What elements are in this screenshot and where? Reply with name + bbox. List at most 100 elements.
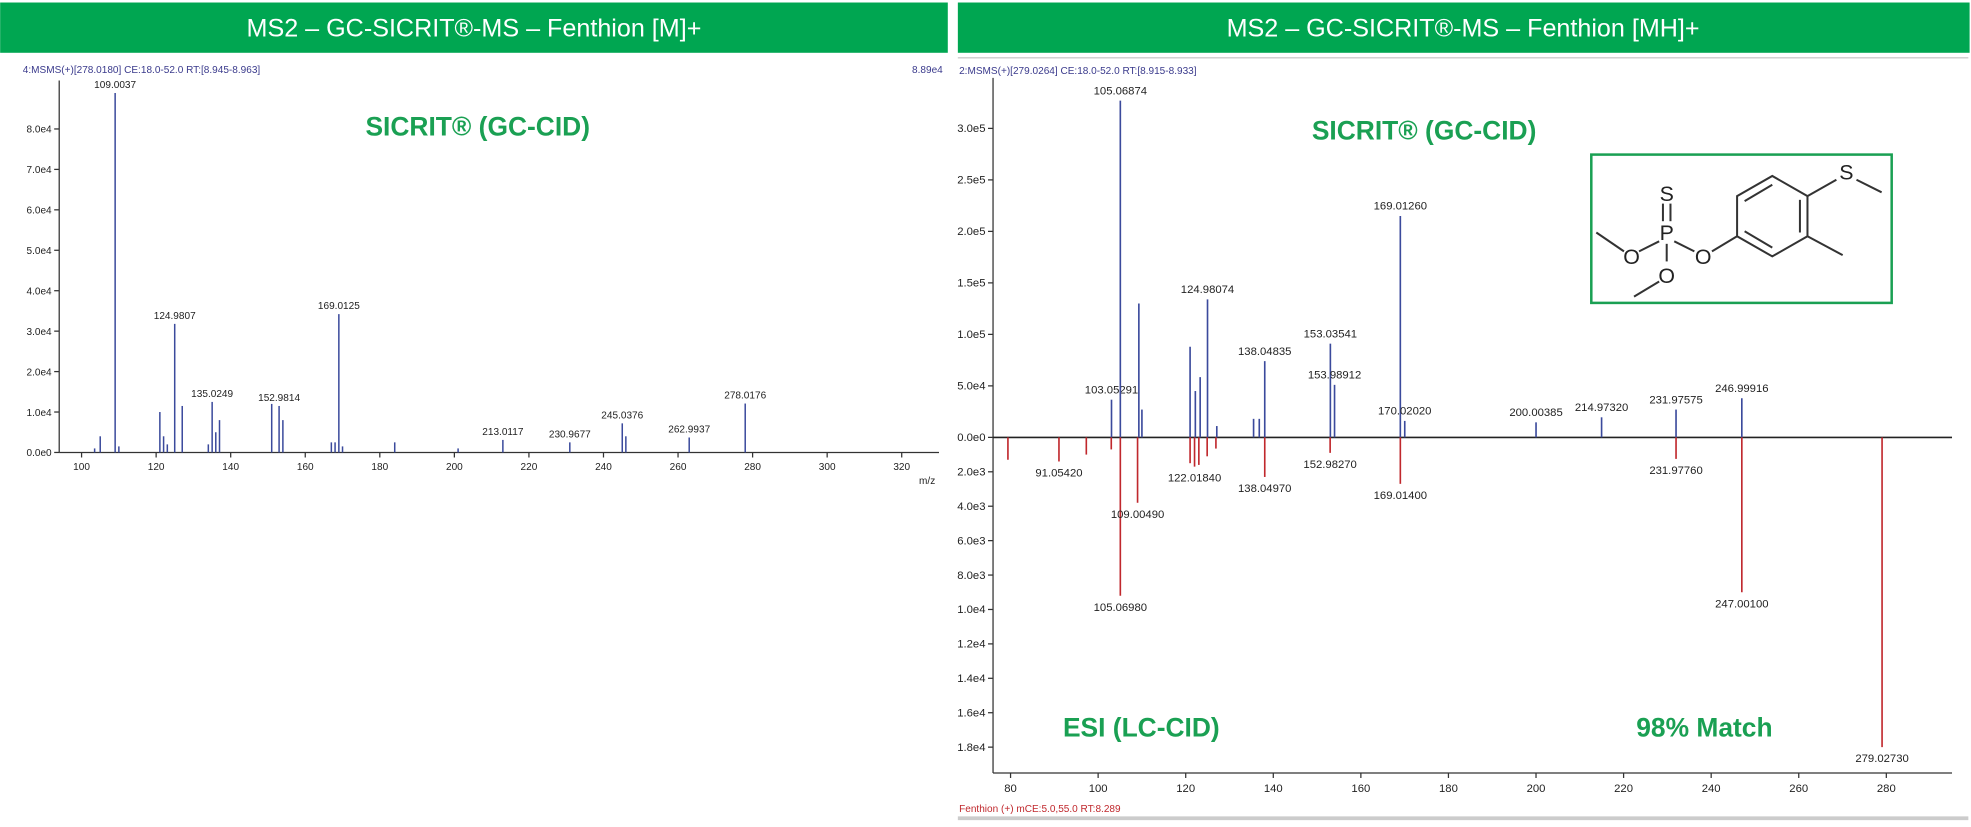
x-tick-label: 220 bbox=[521, 462, 538, 473]
title-bar bbox=[0, 2, 948, 53]
peak-label: 153.03541 bbox=[1304, 328, 1357, 340]
y-tick-label: 5.0e4 bbox=[27, 246, 53, 257]
peak-label: 200.00385 bbox=[1509, 407, 1562, 419]
peak-label: 122.01840 bbox=[1168, 473, 1221, 485]
peak-label: 153.98912 bbox=[1308, 370, 1361, 382]
structure-box bbox=[1590, 153, 1893, 305]
y-tick-label: 6.0e4 bbox=[27, 206, 53, 217]
y-tick-label: 3.0e5 bbox=[957, 123, 985, 135]
peak-label: 230.9677 bbox=[549, 429, 591, 440]
bond bbox=[1673, 240, 1695, 253]
y-tick-label: 1.4e4 bbox=[957, 673, 985, 685]
chart-title: MS2 – GC-SICRIT®-MS – Fenthion [M]+ bbox=[247, 14, 702, 42]
x-tick-label: 200 bbox=[446, 462, 463, 473]
x-tick-label: 260 bbox=[1789, 783, 1808, 795]
x-tick-label: 160 bbox=[297, 462, 314, 473]
y-tick-label: 0.0e0 bbox=[27, 448, 53, 459]
y-tick-label: 4.0e3 bbox=[957, 501, 985, 513]
x-tick-label: 280 bbox=[744, 462, 761, 473]
peak-label: 135.0249 bbox=[191, 389, 233, 400]
bond bbox=[1744, 230, 1773, 249]
x-tick-label: 280 bbox=[1877, 783, 1896, 795]
y-tick-label: 7.0e4 bbox=[27, 165, 53, 176]
x-tick-label: 160 bbox=[1351, 783, 1370, 795]
title-bar bbox=[957, 2, 1970, 53]
footer: Fenthion (+) mCE:5.0,55.0 RT:8.289 bbox=[959, 804, 1121, 815]
peak-label: 214.97320 bbox=[1575, 402, 1628, 414]
peak-label: 105.06980 bbox=[1094, 602, 1147, 614]
x-tick-label: 240 bbox=[595, 462, 612, 473]
peak-label: 105.06874 bbox=[1094, 85, 1147, 97]
peak-label: 262.9937 bbox=[668, 424, 710, 435]
x-tick-label: 80 bbox=[1004, 783, 1017, 795]
y-tick-label: 2.0e3 bbox=[957, 467, 985, 479]
peak-label: 152.98270 bbox=[1303, 459, 1356, 471]
ring bbox=[1736, 174, 1809, 258]
peak-label: 213.0117 bbox=[482, 427, 524, 438]
peak-label: 109.0037 bbox=[94, 80, 136, 91]
bond bbox=[1744, 183, 1773, 202]
y-tick-label: 6.0e3 bbox=[957, 535, 985, 547]
atom: O bbox=[1623, 245, 1640, 269]
x-tick-label: 300 bbox=[819, 462, 836, 473]
y-tick-label: 1.2e4 bbox=[957, 639, 985, 651]
x-tick-label: 240 bbox=[1702, 783, 1721, 795]
y-tick-label: 0.0e0 bbox=[957, 432, 985, 444]
x-axis-label: m/z bbox=[919, 476, 935, 487]
bond bbox=[1711, 235, 1738, 253]
x-tick-label: 100 bbox=[1089, 783, 1108, 795]
y-tick-label: 2.0e4 bbox=[27, 367, 53, 378]
y-tick-label: 1.5e5 bbox=[957, 278, 985, 290]
y-tick-label: 3.0e4 bbox=[27, 327, 53, 338]
peak-label: 152.9814 bbox=[258, 393, 300, 404]
atom: S bbox=[1839, 161, 1853, 185]
header: 4:MSMS(+)[278.0180] CE:18.0-52.0 RT:[8.9… bbox=[23, 65, 261, 76]
y-tick-label: 1.8e4 bbox=[957, 742, 985, 754]
x-tick-label: 120 bbox=[148, 462, 165, 473]
x-tick-label: 200 bbox=[1527, 783, 1546, 795]
peak-label: 231.97760 bbox=[1649, 465, 1702, 477]
y-tick-label: 1.6e4 bbox=[957, 707, 985, 719]
peak-label: 169.01260 bbox=[1374, 201, 1427, 213]
annotation: ESI (LC-CID) bbox=[1063, 713, 1220, 743]
y-tick-label: 8.0e4 bbox=[27, 125, 53, 136]
bond bbox=[1638, 240, 1660, 253]
annotation: SICRIT® (GC-CID) bbox=[1312, 116, 1537, 146]
peak-label: 103.05291 bbox=[1085, 384, 1138, 396]
peak-label: 138.04970 bbox=[1238, 483, 1291, 495]
peak-label: 247.00100 bbox=[1715, 598, 1768, 610]
header: 2:MSMS(+)[279.0264] CE:18.0-52.0 RT:[8.9… bbox=[959, 66, 1197, 77]
peak-label: 170.02020 bbox=[1378, 406, 1431, 418]
annotation: 98% Match bbox=[1636, 713, 1772, 743]
peak-label: 91.05420 bbox=[1035, 468, 1082, 480]
peak-label: 138.04835 bbox=[1238, 346, 1291, 358]
atom: O bbox=[1658, 264, 1675, 288]
corner-label: 8.89e4 bbox=[912, 65, 943, 76]
x-tick-label: 180 bbox=[1439, 783, 1458, 795]
x-tick-label: 140 bbox=[1264, 783, 1283, 795]
atom: P bbox=[1660, 221, 1674, 245]
y-tick-label: 8.0e3 bbox=[957, 570, 985, 582]
bond bbox=[1856, 178, 1883, 194]
y-tick-label: 4.0e4 bbox=[27, 286, 53, 297]
y-tick-label: 1.0e5 bbox=[957, 329, 985, 341]
peak-label: 231.97575 bbox=[1649, 394, 1702, 406]
peak-label: 278.0176 bbox=[724, 391, 766, 402]
x-tick-label: 320 bbox=[893, 462, 910, 473]
y-tick-label: 5.0e4 bbox=[957, 381, 985, 393]
atom: S bbox=[1660, 182, 1674, 206]
peak-label: 169.0125 bbox=[318, 301, 360, 312]
annotation: SICRIT® (GC-CID) bbox=[365, 112, 590, 142]
bond bbox=[1806, 178, 1837, 197]
x-tick-label: 140 bbox=[222, 462, 239, 473]
bond bbox=[1595, 231, 1625, 253]
y-tick-label: 1.0e4 bbox=[957, 604, 985, 616]
structure: S P O O O S bbox=[1590, 153, 1893, 305]
y-tick-label: 2.0e5 bbox=[957, 226, 985, 238]
x-tick-label: 180 bbox=[371, 462, 388, 473]
peak-label: 109.00490 bbox=[1111, 509, 1164, 521]
x-tick-label: 260 bbox=[670, 462, 687, 473]
atom: O bbox=[1695, 245, 1712, 269]
y-tick-label: 1.0e4 bbox=[27, 408, 53, 419]
